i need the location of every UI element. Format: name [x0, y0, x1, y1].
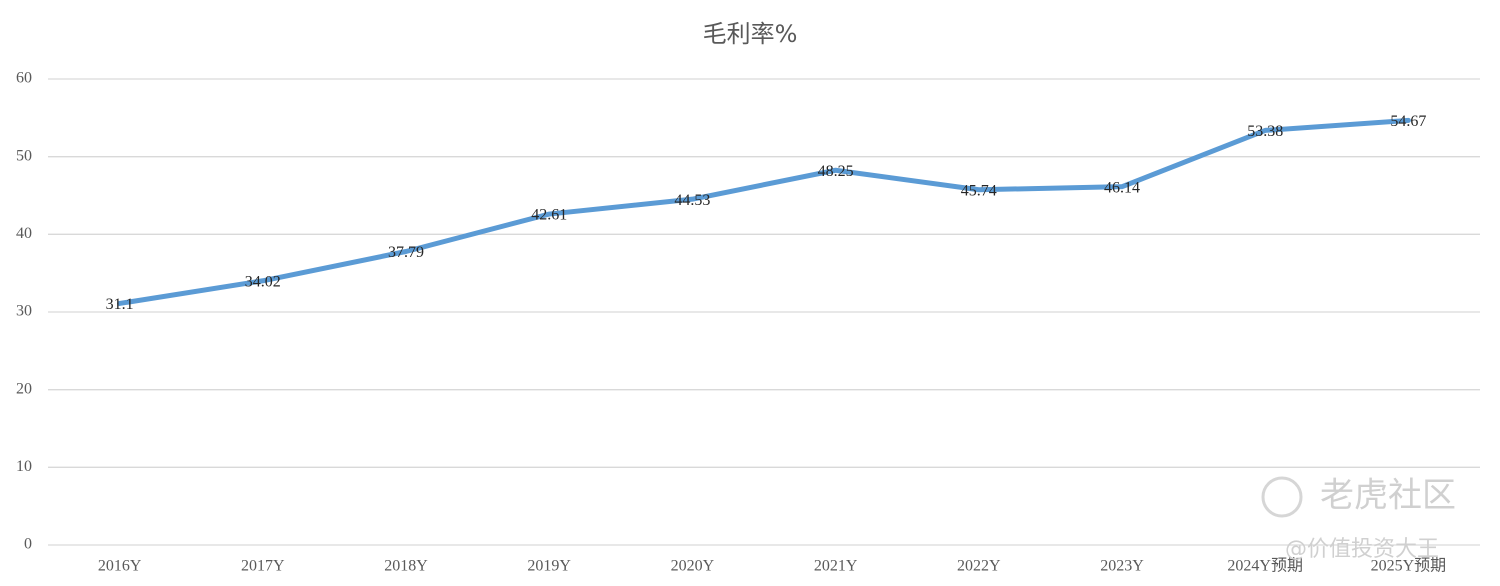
x-tick-label: 2022Y: [957, 558, 1001, 575]
data-label: 42.61: [531, 207, 567, 224]
x-tick-label: 2019Y: [527, 558, 571, 575]
data-label: 48.25: [818, 163, 854, 180]
y-tick-label: 30: [16, 303, 32, 320]
data-label: 53.38: [1247, 123, 1283, 140]
data-line: [117, 117, 1411, 306]
watermark-logo: 老虎社区 @价值投资大王: [1261, 476, 1456, 562]
y-tick-label: 50: [16, 147, 32, 164]
x-tick-label: 2018Y: [384, 558, 428, 575]
data-label: 31.1: [106, 296, 134, 313]
data-label: 45.74: [961, 182, 997, 199]
data-label: 44.53: [674, 192, 710, 209]
chart-title: 毛利率%: [703, 20, 798, 48]
y-tick-label: 20: [16, 380, 32, 397]
data-label: 34.02: [245, 273, 281, 290]
x-tick-label: 2023Y: [1100, 558, 1144, 575]
y-tick-label: 0: [24, 536, 32, 553]
y-tick-label: 10: [16, 458, 32, 475]
data-label: 54.67: [1390, 113, 1426, 130]
y-tick-label: 40: [16, 225, 32, 242]
x-tick-label: 2020Y: [671, 558, 715, 575]
y-tick-label: 60: [16, 70, 32, 87]
watermark: 老虎社区: [1320, 476, 1456, 516]
x-tick-label: 2021Y: [814, 558, 858, 575]
x-tick-label: 2024Y预期: [1227, 557, 1303, 575]
x-tick-label: 2016Y: [98, 558, 142, 575]
watermark-handle: @价值投资大王: [1285, 537, 1439, 562]
data-label: 37.79: [388, 244, 424, 261]
x-tick-label: 2017Y: [241, 558, 285, 575]
x-tick-label: 2025Y预期: [1371, 557, 1447, 575]
data-label: 46.14: [1104, 179, 1140, 196]
